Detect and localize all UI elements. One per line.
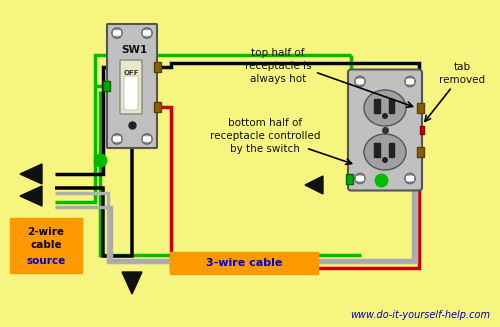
Circle shape — [112, 28, 122, 38]
FancyBboxPatch shape — [114, 137, 120, 141]
Circle shape — [405, 77, 415, 87]
FancyBboxPatch shape — [374, 99, 380, 113]
FancyBboxPatch shape — [406, 79, 414, 83]
Circle shape — [142, 134, 152, 144]
Text: bottom half of
receptacle controlled
by the switch: bottom half of receptacle controlled by … — [210, 118, 320, 154]
Text: OFF: OFF — [123, 70, 139, 76]
Polygon shape — [122, 272, 142, 294]
Polygon shape — [20, 164, 42, 184]
Circle shape — [112, 134, 122, 144]
FancyBboxPatch shape — [114, 31, 120, 35]
Circle shape — [405, 174, 415, 183]
FancyBboxPatch shape — [10, 218, 82, 273]
Text: SW1: SW1 — [121, 45, 147, 55]
Ellipse shape — [364, 134, 406, 170]
Circle shape — [142, 28, 152, 38]
Bar — [417, 147, 424, 157]
Text: cable: cable — [30, 240, 62, 250]
Circle shape — [382, 157, 388, 163]
FancyBboxPatch shape — [348, 70, 422, 191]
FancyBboxPatch shape — [356, 79, 364, 83]
Text: top half of
receptacle is
always hot: top half of receptacle is always hot — [244, 48, 312, 84]
Ellipse shape — [364, 90, 406, 126]
FancyBboxPatch shape — [144, 137, 150, 141]
Circle shape — [355, 77, 365, 87]
Polygon shape — [305, 176, 323, 194]
FancyBboxPatch shape — [390, 144, 394, 158]
Polygon shape — [20, 186, 42, 206]
FancyBboxPatch shape — [124, 76, 138, 110]
FancyBboxPatch shape — [406, 177, 414, 181]
Bar — [103, 81, 110, 91]
Text: www.do-it-yourself-help.com: www.do-it-yourself-help.com — [350, 310, 490, 320]
FancyBboxPatch shape — [170, 252, 318, 274]
FancyBboxPatch shape — [374, 144, 380, 158]
Bar — [346, 174, 353, 183]
Text: source: source — [26, 256, 66, 266]
FancyBboxPatch shape — [144, 31, 150, 35]
Circle shape — [355, 174, 365, 183]
FancyBboxPatch shape — [107, 24, 157, 148]
Text: 3-wire cable: 3-wire cable — [206, 258, 282, 268]
Bar — [417, 103, 424, 113]
Text: 2-wire: 2-wire — [28, 227, 64, 237]
Text: tab
removed: tab removed — [439, 62, 485, 85]
FancyBboxPatch shape — [120, 60, 142, 114]
Bar — [154, 102, 161, 112]
Circle shape — [382, 113, 388, 119]
Bar — [420, 126, 424, 134]
Bar — [154, 62, 161, 72]
FancyBboxPatch shape — [356, 177, 364, 181]
FancyBboxPatch shape — [390, 99, 394, 113]
